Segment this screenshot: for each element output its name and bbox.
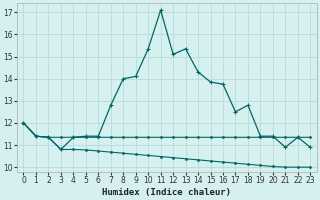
X-axis label: Humidex (Indice chaleur): Humidex (Indice chaleur) <box>102 188 231 197</box>
